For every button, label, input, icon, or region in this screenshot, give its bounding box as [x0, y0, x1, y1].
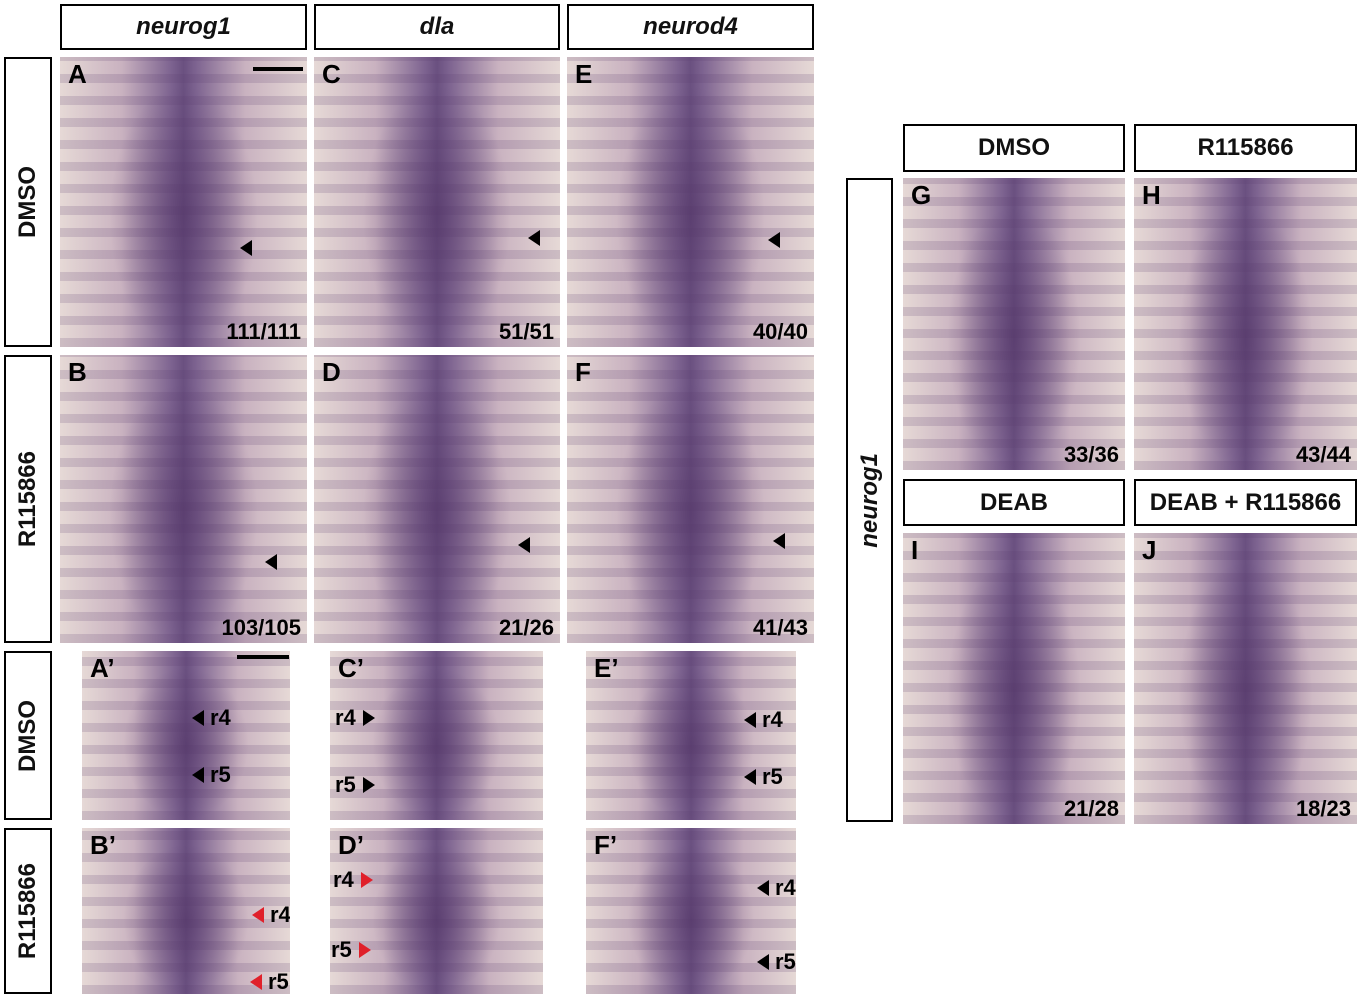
arrowhead	[744, 712, 756, 728]
panel-header: DEAB	[903, 479, 1125, 526]
panel-letter: E	[575, 59, 593, 89]
arrowhead	[252, 907, 264, 923]
row-label: neurog1	[846, 178, 893, 822]
column-header: dla	[314, 4, 560, 50]
arrowhead	[192, 767, 204, 783]
image-panel: G 33/36	[903, 178, 1125, 470]
panel-letter: D’	[338, 830, 364, 860]
column-header: neurog1	[60, 4, 307, 50]
image-panel: H 43/44	[1134, 178, 1357, 470]
panel-count: 21/28	[1063, 796, 1119, 821]
panel-letter: B’	[90, 830, 116, 860]
row-label-text: DMSO	[14, 166, 41, 238]
image-panel: B 103/105	[60, 355, 307, 643]
panel-count: 111/111	[226, 319, 301, 344]
panel-letter: F’	[594, 830, 618, 860]
panel-letter: I	[911, 535, 919, 565]
panel-header: DEAB + R115866	[1134, 479, 1357, 526]
panel-header: DMSO	[903, 124, 1125, 172]
panel-letter: G	[911, 180, 932, 210]
rhombomere-label: r4	[333, 867, 354, 892]
row-label-text: DMSO	[14, 699, 41, 772]
row-label: DMSO	[4, 57, 52, 347]
arrowhead	[361, 872, 373, 888]
rhombomere-label: r5	[210, 762, 231, 787]
panel-letter: H	[1142, 180, 1161, 210]
arrowhead	[359, 942, 371, 958]
scale-bar	[237, 655, 289, 659]
arrowhead	[757, 880, 769, 896]
panel-count: 21/26	[498, 615, 554, 640]
row-label: R115866	[4, 828, 52, 994]
arrowhead	[363, 777, 375, 793]
arrowhead	[744, 769, 756, 785]
arrowhead	[240, 240, 252, 256]
rhombomere-label: r5	[762, 764, 783, 789]
row-label-text: neurog1	[855, 452, 883, 548]
column-header: neurod4	[567, 4, 814, 50]
image-panel: B’ r4 r5	[82, 828, 290, 994]
image-panel: C’ r4 r5	[330, 651, 543, 820]
rhombomere-label: r4	[762, 707, 783, 732]
row-label-text: R115866	[14, 450, 41, 548]
arrowhead	[768, 232, 780, 248]
panel-letter: A’	[90, 653, 115, 683]
arrowhead	[773, 533, 785, 549]
image-panel: E 40/40	[567, 57, 814, 347]
panel-count: 51/51	[498, 319, 554, 344]
image-panel: A’ r4 r5	[82, 651, 290, 820]
image-panel: D’ r4 r5	[330, 828, 543, 994]
row-label: DMSO	[4, 651, 52, 820]
image-panel: E’ r4 r5	[586, 651, 796, 820]
panel-count: 41/43	[752, 615, 808, 640]
arrowhead	[363, 710, 375, 726]
image-panel: A 111/111	[60, 57, 307, 347]
image-panel: I 21/28	[903, 533, 1125, 824]
rhombomere-label: r4	[775, 875, 796, 900]
panel-count: 103/105	[221, 615, 301, 640]
panel-letter: J	[1142, 535, 1157, 565]
panel-letter: F	[575, 357, 591, 387]
panel-count: 18/23	[1295, 796, 1351, 821]
panel-letter: D	[322, 357, 341, 387]
rhombomere-label: r5	[268, 969, 289, 994]
arrowhead	[192, 710, 204, 726]
rhombomere-label: r5	[775, 949, 796, 974]
panel-letter: E’	[594, 653, 619, 683]
image-panel: F 41/43	[567, 355, 814, 643]
rhombomere-label: r5	[331, 937, 352, 962]
image-panel: F’ r4 r5	[586, 828, 796, 994]
image-panel: J 18/23	[1134, 533, 1357, 824]
arrowhead	[757, 954, 769, 970]
scale-bar	[253, 67, 303, 71]
rhombomere-label: r4	[270, 902, 290, 927]
panel-letter: A	[68, 59, 87, 89]
image-panel: D 21/26	[314, 355, 560, 643]
arrowhead	[518, 537, 530, 553]
rhombomere-label: r5	[335, 772, 356, 797]
panel-letter: B	[68, 357, 87, 387]
row-label-text: R115866	[14, 862, 41, 960]
arrowhead	[250, 974, 262, 990]
rhombomere-label: r4	[210, 705, 231, 730]
panel-count: 40/40	[752, 319, 808, 344]
arrowhead	[528, 230, 540, 246]
panel-letter: C	[322, 59, 341, 89]
image-panel: C 51/51	[314, 57, 560, 347]
arrowhead	[265, 554, 277, 570]
panel-header: R115866	[1134, 124, 1357, 172]
panel-count: 43/44	[1295, 442, 1351, 467]
row-label: R115866	[4, 355, 52, 643]
rhombomere-label: r4	[335, 705, 356, 730]
panel-count: 33/36	[1063, 442, 1119, 467]
panel-letter: C’	[338, 653, 364, 683]
